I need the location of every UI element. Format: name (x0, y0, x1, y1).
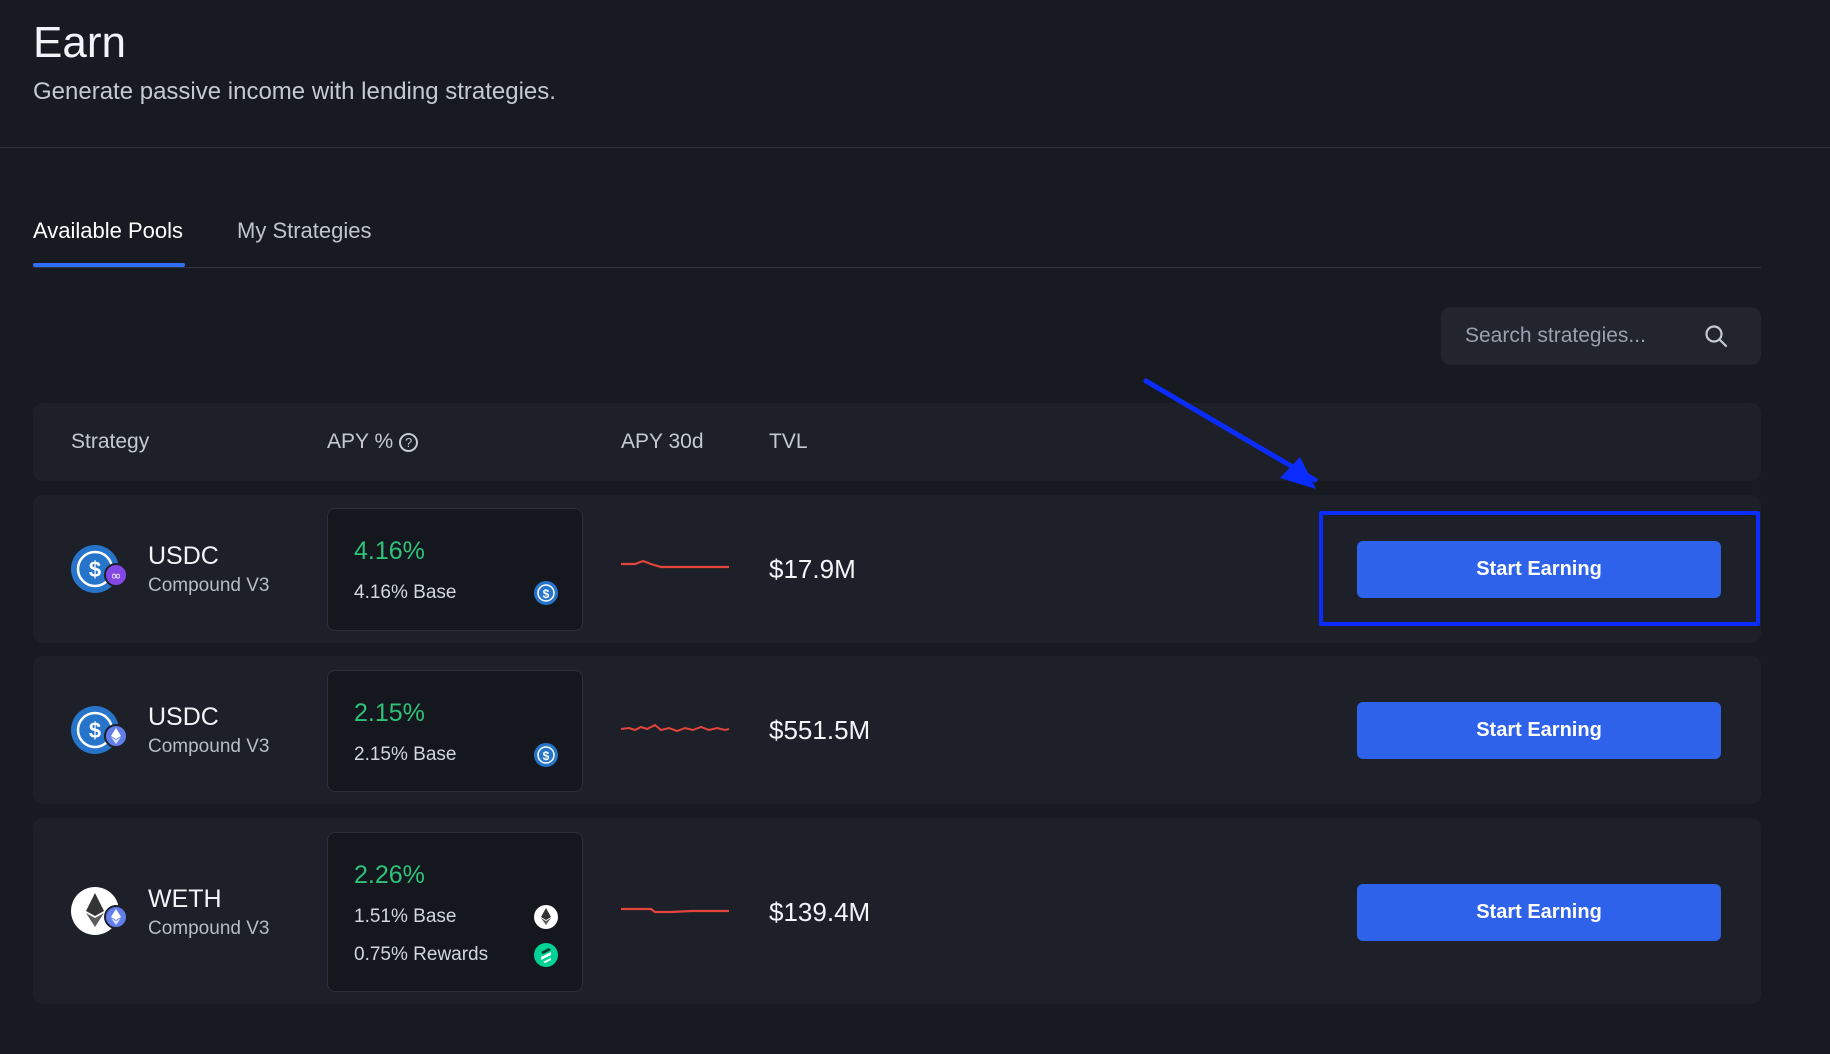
table-row: WETH Compound V3 2.26% 1.51% Base 0.75% … (33, 818, 1761, 1004)
tab-available-pools[interactable]: Available Pools (33, 218, 184, 243)
table-header: Strategy APY %? APY 30d TVL (33, 403, 1761, 481)
asset-protocol: Compound V3 (148, 918, 270, 939)
apy-value: 2.15% (354, 699, 425, 727)
apy-30d-sparkline (621, 907, 729, 914)
column-apy[interactable]: APY %? (327, 430, 419, 454)
column-apy30d[interactable]: APY 30d (621, 430, 704, 453)
table-row: $ USDC Compound V3 2.15% 2.15% Base $ $5… (33, 656, 1761, 804)
apy-base: 1.51% Base (354, 906, 457, 927)
apy-value: 4.16% (354, 537, 425, 565)
search-icon[interactable] (1703, 323, 1729, 349)
asset-protocol: Compound V3 (148, 736, 270, 757)
asset-name: USDC (148, 703, 219, 731)
svg-text:$: $ (89, 557, 101, 582)
usdc-icon: $ (534, 743, 558, 767)
page-title: Earn (33, 18, 126, 67)
asset-name: WETH (148, 885, 222, 913)
help-icon[interactable]: ? (399, 432, 419, 452)
tvl-value: $551.5M (769, 715, 871, 745)
start-earning-button[interactable]: Start Earning (1357, 702, 1721, 759)
svg-text:$: $ (543, 749, 550, 763)
tvl-value: $139.4M (769, 897, 871, 927)
page-header: Earn Generate passive income with lendin… (0, 0, 1830, 148)
active-tab-indicator (33, 263, 185, 267)
page-subtitle: Generate passive income with lending str… (33, 78, 556, 105)
column-strategy[interactable]: Strategy (71, 430, 150, 453)
table-row: $ ∞ USDC Compound V3 4.16% 4.16% Base $ … (33, 495, 1761, 643)
svg-text:$: $ (89, 718, 101, 743)
svg-text:$: $ (543, 587, 550, 601)
tab-my-strategies[interactable]: My Strategies (237, 218, 372, 243)
apy-breakdown: 2.26% 1.51% Base 0.75% Rewards (327, 832, 583, 992)
search-box (1441, 307, 1761, 365)
apy-30d-sparkline (621, 559, 729, 569)
tvl-value: $17.9M (769, 554, 856, 584)
column-apy-label: APY % (327, 430, 394, 453)
apy-rewards: 0.75% Rewards (354, 944, 489, 965)
start-earning-button[interactable]: Start Earning (1357, 541, 1721, 598)
asset-protocol: Compound V3 (148, 575, 270, 596)
apy-30d-sparkline (621, 723, 730, 733)
column-tvl[interactable]: TVL (769, 430, 808, 453)
svg-text:∞: ∞ (111, 569, 122, 584)
usdc-icon: $ ∞ (71, 545, 127, 593)
usdc-icon: $ (534, 581, 558, 605)
apy-breakdown: 4.16% 4.16% Base $ (327, 508, 583, 631)
apy-base: 4.16% Base (354, 582, 457, 603)
search-input[interactable] (1465, 307, 1705, 365)
apy-breakdown: 2.15% 2.15% Base $ (327, 670, 583, 792)
start-earning-button[interactable]: Start Earning (1357, 884, 1721, 941)
apy-value: 2.26% (354, 861, 425, 889)
comp-icon (534, 943, 558, 967)
asset-name: USDC (148, 542, 219, 570)
tab-bar: Available Pools My Strategies (33, 200, 1761, 268)
eth-icon (71, 887, 127, 935)
eth-icon (534, 905, 558, 929)
apy-base: 2.15% Base (354, 744, 457, 765)
usdc-icon: $ (71, 706, 127, 754)
